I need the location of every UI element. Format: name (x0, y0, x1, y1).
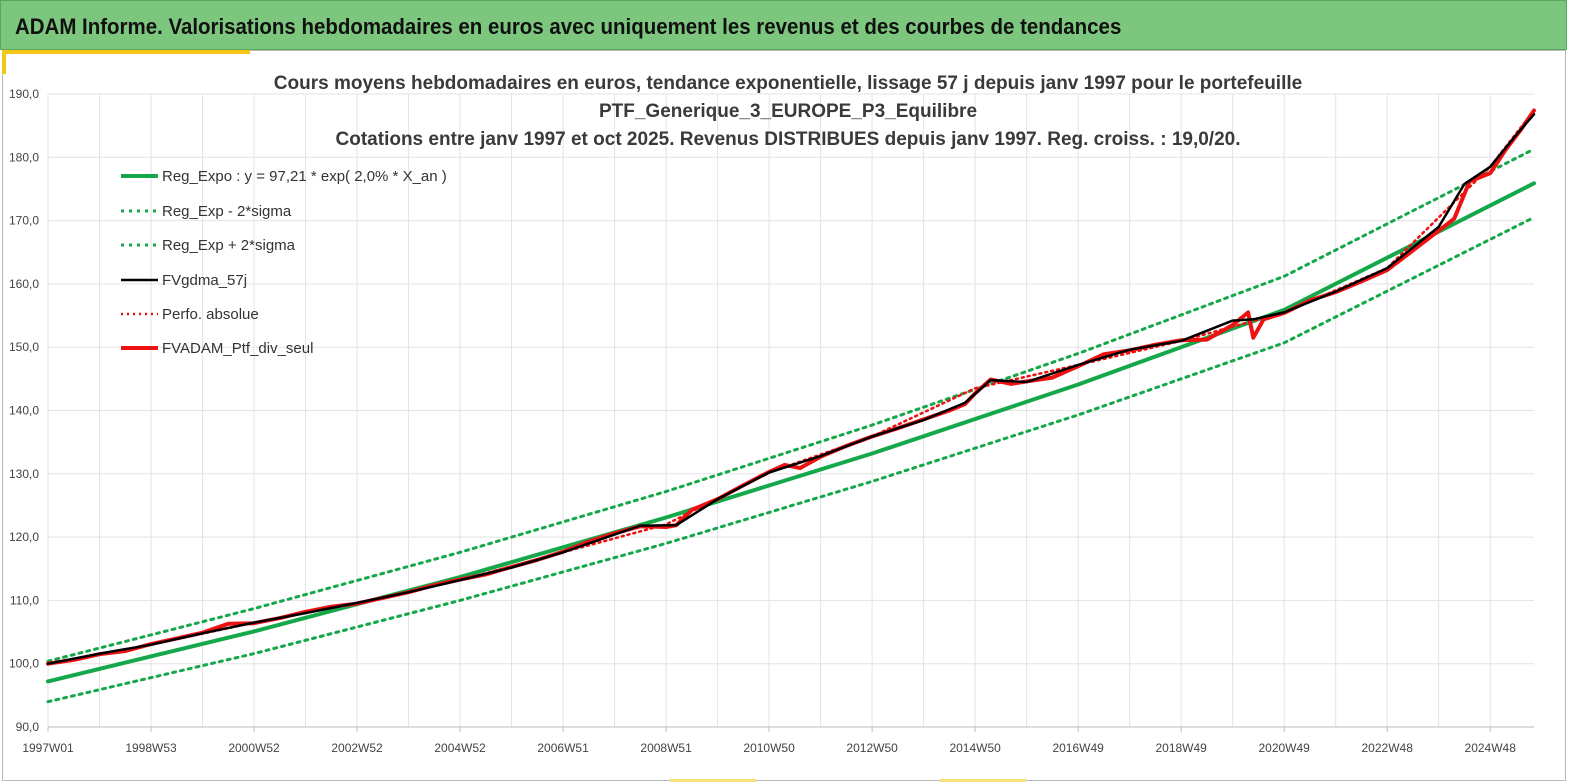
x-tick-label: 1998W53 (125, 741, 177, 755)
accent-bar-left (2, 50, 6, 74)
legend-label: Reg_Expo : y = 97,21 * exp( 2,0% * X_an … (162, 168, 447, 185)
y-tick-label: 140,0 (9, 404, 39, 418)
accent-bar-top (2, 50, 250, 54)
x-tick-label: 2010W50 (743, 741, 795, 755)
chart-title-line-3: Cotations entre janv 1997 et oct 2025. R… (336, 129, 1241, 150)
x-tick-label: 2012W50 (846, 741, 898, 755)
x-tick-label: 2006W51 (537, 741, 589, 755)
series-line-3 (46, 113, 1536, 665)
y-tick-label: 90,0 (16, 720, 40, 734)
x-tick-label: 2002W52 (331, 741, 383, 755)
series-line-2 (46, 147, 1536, 663)
x-tick-label: 2008W51 (640, 741, 692, 755)
grid (47, 93, 1534, 728)
series-line-1 (46, 215, 1536, 704)
chart-frame (2, 50, 1566, 781)
legend-label: Perfo. absolue (162, 306, 259, 323)
legend: Reg_Expo : y = 97,21 * exp( 2,0% * X_an … (121, 168, 447, 357)
y-tick-label: 150,0 (9, 340, 39, 354)
chart-title: Cours moyens hebdomadaires en euros, ten… (274, 73, 1302, 150)
accent-bar-bottom (670, 779, 756, 782)
y-tick-label: 180,0 (9, 150, 39, 164)
y-tick-label: 100,0 (9, 657, 39, 671)
x-tick-label: 1997W01 (22, 741, 74, 755)
accent-bar-bottom (940, 779, 1026, 782)
y-tick-label: 120,0 (9, 530, 39, 544)
y-tick-label: 160,0 (9, 277, 39, 291)
series-line-4 (46, 109, 1536, 665)
y-tick-label: 190,0 (9, 87, 39, 101)
y-tick-label: 130,0 (9, 467, 39, 481)
header-bar: ADAM Informe. Valorisations hebdomadaire… (0, 0, 1567, 50)
x-tick-label: 2004W52 (434, 741, 486, 755)
series-line-0 (46, 181, 1536, 684)
series-line-5 (46, 108, 1536, 666)
series-layer (46, 108, 1536, 704)
chart-title-line-1: Cours moyens hebdomadaires en euros, ten… (274, 73, 1302, 94)
legend-label: FVgdma_57j (162, 272, 247, 289)
x-tick-label: 2020W49 (1258, 741, 1310, 755)
axes: 90,0 100,0 110,0 120,0 130,0 140,0 150,0 160,0 1… (9, 87, 1534, 755)
x-tick-label: 2024W48 (1465, 741, 1517, 755)
y-tick-label: 110,0 (10, 593, 39, 607)
legend-label: FVADAM_Ptf_div_seul (162, 340, 313, 357)
chart-title-line-2: PTF_Generique_3_EUROPE_P3_Equilibre (599, 101, 977, 122)
legend-label: Reg_Exp - 2*sigma (162, 203, 292, 220)
x-tick-label: 2014W50 (949, 741, 1001, 755)
x-tick-label: 2000W52 (228, 741, 280, 755)
y-tick-label: 170,0 (9, 214, 39, 228)
x-tick-label: 2022W48 (1362, 741, 1414, 755)
x-tick-label: 2018W49 (1155, 741, 1207, 755)
legend-label: Reg_Exp + 2*sigma (162, 237, 296, 254)
page-title: ADAM Informe. Valorisations hebdomadaire… (15, 14, 1122, 39)
x-tick-label: 2016W49 (1052, 741, 1104, 755)
